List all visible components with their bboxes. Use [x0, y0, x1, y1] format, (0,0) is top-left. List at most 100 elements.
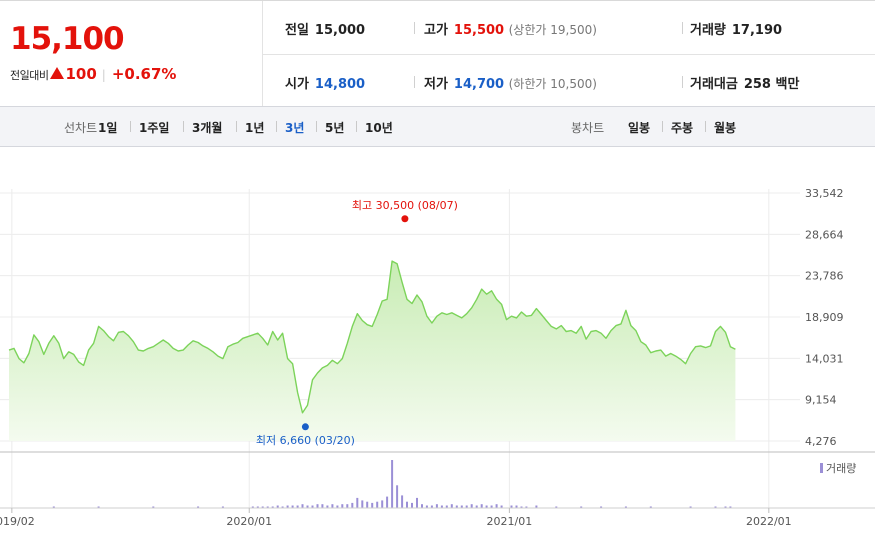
volume-bar [406, 501, 408, 508]
volume-bar [152, 506, 155, 508]
quote-summary: 15,100 전일대비 100 | +0.67% 전일 15,000 고가 15,500 … [0, 0, 875, 107]
prev-close-cell: 전일 15,000 [285, 19, 365, 38]
volume-bar [251, 506, 254, 508]
high-cell: 고가 15,500 (상한가 19,500) [424, 19, 597, 38]
volume-bar [386, 496, 389, 508]
tab-divider [236, 121, 237, 132]
volume-legend-swatch [820, 463, 823, 473]
x-tick-label: 2020/01 [226, 515, 272, 528]
volume-label: 거래량 [690, 23, 726, 38]
volume-bar [381, 500, 384, 508]
high-value: 15,500 [453, 23, 505, 38]
high-annotation: 최고 30,500 (08/07) [352, 199, 458, 212]
y-tick-label: 9,154 [805, 394, 837, 407]
volume-value: 17,190 [731, 23, 783, 38]
tab-range-5y[interactable]: 5년 [325, 121, 345, 135]
volume-bar [341, 504, 344, 508]
tab-range-10y[interactable]: 10년 [365, 121, 393, 135]
volume-bar [321, 504, 324, 508]
volume-bar [331, 504, 334, 508]
volume-bar [450, 504, 453, 508]
volume-bar [520, 506, 523, 508]
volume-bar [396, 485, 399, 508]
open-label: 시가 [285, 77, 309, 92]
volume-cell: 거래량 17,190 [690, 19, 782, 38]
volume-bar [714, 506, 717, 508]
volume-bar [500, 505, 503, 508]
volume-bar [401, 495, 404, 508]
volume-bar [261, 506, 264, 508]
volume-bar [435, 504, 438, 508]
volume-bar [366, 501, 369, 508]
volume-bar [649, 506, 652, 508]
change-percent: +0.67% [111, 65, 177, 83]
volume-bar [356, 497, 359, 508]
tab-range-1y[interactable]: 1년 [245, 121, 265, 135]
low-value: 14,700 [453, 77, 505, 92]
stat-divider [414, 76, 415, 88]
volume-bar [351, 502, 354, 508]
prev-close-value: 15,000 [314, 23, 366, 38]
volume-bar [281, 506, 284, 508]
volume-bar [421, 504, 423, 508]
volume-bar [416, 497, 418, 508]
volume-bar [460, 505, 463, 508]
volume-bar [286, 505, 289, 508]
low-annotation: 최저 6,660 (03/20) [256, 434, 355, 447]
tab-range-1w[interactable]: 1주일 [139, 121, 170, 135]
y-tick-label: 28,664 [805, 228, 844, 241]
volume-bar [729, 506, 732, 508]
y-tick-label: 18,909 [805, 311, 844, 324]
volume-bar [301, 504, 304, 508]
tab-range-1d[interactable]: 1일 [98, 121, 118, 135]
tab-range-3y[interactable]: 3년 [285, 121, 305, 135]
tab-divider [705, 121, 706, 132]
volume-bar [510, 505, 513, 508]
open-value: 14,800 [314, 77, 366, 92]
tab-divider [183, 121, 184, 132]
high-label: 고가 [424, 23, 448, 38]
volume-bar [311, 505, 314, 508]
open-cell: 시가 14,800 [285, 73, 365, 92]
amount-value: 258 백만 [743, 77, 800, 92]
change-value: 100 [65, 65, 97, 83]
price-chart: 4,276 9,154 14,031 18,909 23,786 28,664 33,542… [0, 187, 875, 528]
amount-cell: 거래대금 258 백만 [690, 73, 799, 92]
volume-bar [326, 505, 329, 508]
line-chart-label: 선차트 [64, 121, 98, 135]
volume-bar [465, 505, 468, 508]
y-tick-label: 14,031 [805, 352, 844, 365]
volume-bar [624, 506, 627, 508]
volume-bar [475, 505, 478, 508]
tab-monthly[interactable]: 월봉 [714, 121, 737, 135]
volume-bar [425, 505, 428, 508]
tab-divider [356, 121, 357, 132]
volume-bar [535, 505, 538, 508]
high-marker [401, 215, 409, 223]
volume-bar [316, 504, 319, 508]
y-tick-label: 33,542 [805, 187, 844, 200]
volume-bar [276, 505, 279, 508]
volume-bar [336, 505, 339, 508]
volume-bar [291, 505, 294, 508]
up-triangle-icon [50, 67, 65, 79]
tab-range-3m[interactable]: 3개월 [192, 121, 223, 135]
amount-label: 거래대금 [690, 77, 738, 92]
volume-bar [376, 501, 379, 508]
volume-bar [470, 504, 473, 508]
volume-bar [221, 506, 224, 508]
volume-bar [485, 505, 488, 508]
volume-bar [52, 506, 55, 508]
tab-weekly[interactable]: 주봉 [671, 121, 694, 135]
volume-bar [490, 505, 493, 508]
volume-bar [580, 506, 583, 508]
volume-bar [724, 506, 727, 508]
stat-divider [682, 76, 683, 88]
change-label: 전일대비 [10, 69, 49, 82]
low-cell: 저가 14,700 (하한가 10,500) [424, 73, 597, 92]
price-line [8, 260, 736, 414]
volume-bar [256, 506, 259, 508]
current-price-box: 15,100 전일대비 100 | +0.67% [0, 1, 263, 107]
tab-daily[interactable]: 일봉 [628, 121, 651, 135]
volume-bar [271, 506, 274, 508]
